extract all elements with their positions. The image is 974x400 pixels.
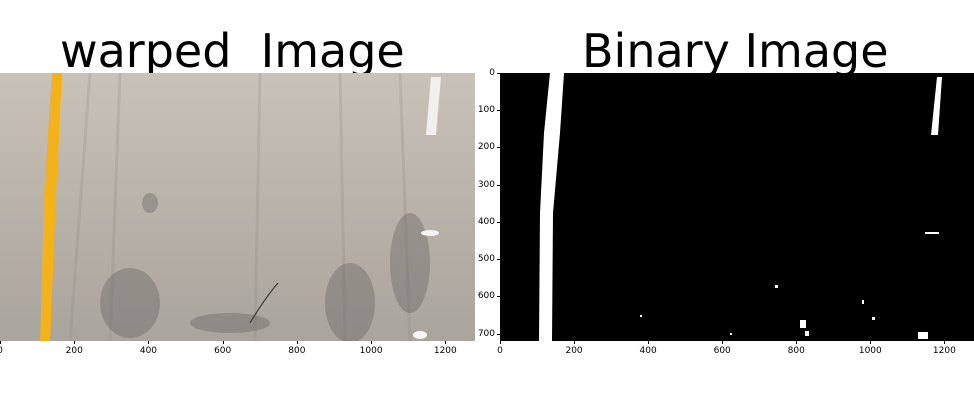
x-tick-label: 1000 <box>359 346 383 356</box>
x-tick-mark <box>648 341 650 344</box>
y-tick-mark <box>497 110 500 112</box>
x-tick-mark <box>0 341 1 344</box>
y-tick-mark <box>497 221 500 223</box>
x-tick-label: 1200 <box>433 346 457 356</box>
x-tick-label: 0 <box>0 346 3 356</box>
x-tick-mark <box>371 341 373 344</box>
binary-image <box>500 73 974 341</box>
x-tick-label: 600 <box>214 346 232 356</box>
x-tick-label: 200 <box>65 346 83 356</box>
y-tick-label: 300 <box>477 179 495 190</box>
y-tick-mark <box>497 184 500 186</box>
y-tick-label: 100 <box>477 105 495 116</box>
y-tick-mark <box>497 147 500 149</box>
x-tick-mark <box>445 341 447 344</box>
x-tick-mark <box>796 341 798 344</box>
y-tick-mark <box>497 333 500 335</box>
x-tick-label: 800 <box>787 346 805 356</box>
x-tick-mark <box>222 341 224 344</box>
y-tick-mark <box>497 296 500 298</box>
y-tick-mark <box>497 73 500 74</box>
x-tick-mark <box>74 341 76 344</box>
x-tick-label: 1200 <box>932 346 956 356</box>
x-tick-mark <box>296 341 298 344</box>
x-tick-mark <box>574 341 576 344</box>
x-tick-mark <box>944 341 946 344</box>
y-tick-label: 200 <box>477 142 495 153</box>
x-tick-label: 1000 <box>858 346 882 356</box>
y-tick-mark <box>497 259 500 261</box>
x-tick-mark <box>148 341 150 344</box>
x-tick-mark <box>500 341 501 344</box>
x-tick-label: 0 <box>497 346 503 356</box>
x-tick-mark <box>870 341 872 344</box>
x-tick-label: 400 <box>139 346 158 356</box>
y-tick-label: 600 <box>477 291 495 302</box>
warped-image-title: warped Image <box>60 24 405 78</box>
y-tick-label: 0 <box>489 68 495 78</box>
x-tick-label: 800 <box>288 346 306 356</box>
y-tick-label: 700 <box>477 328 495 339</box>
y-tick-label: 500 <box>477 254 495 265</box>
x-tick-label: 400 <box>639 346 657 356</box>
warped-image <box>0 73 475 341</box>
x-tick-label: 600 <box>713 346 731 356</box>
x-tick-label: 200 <box>565 346 583 356</box>
y-tick-label: 400 <box>477 216 495 227</box>
binary-image-title: Binary Image <box>582 24 889 78</box>
x-tick-mark <box>722 341 724 344</box>
